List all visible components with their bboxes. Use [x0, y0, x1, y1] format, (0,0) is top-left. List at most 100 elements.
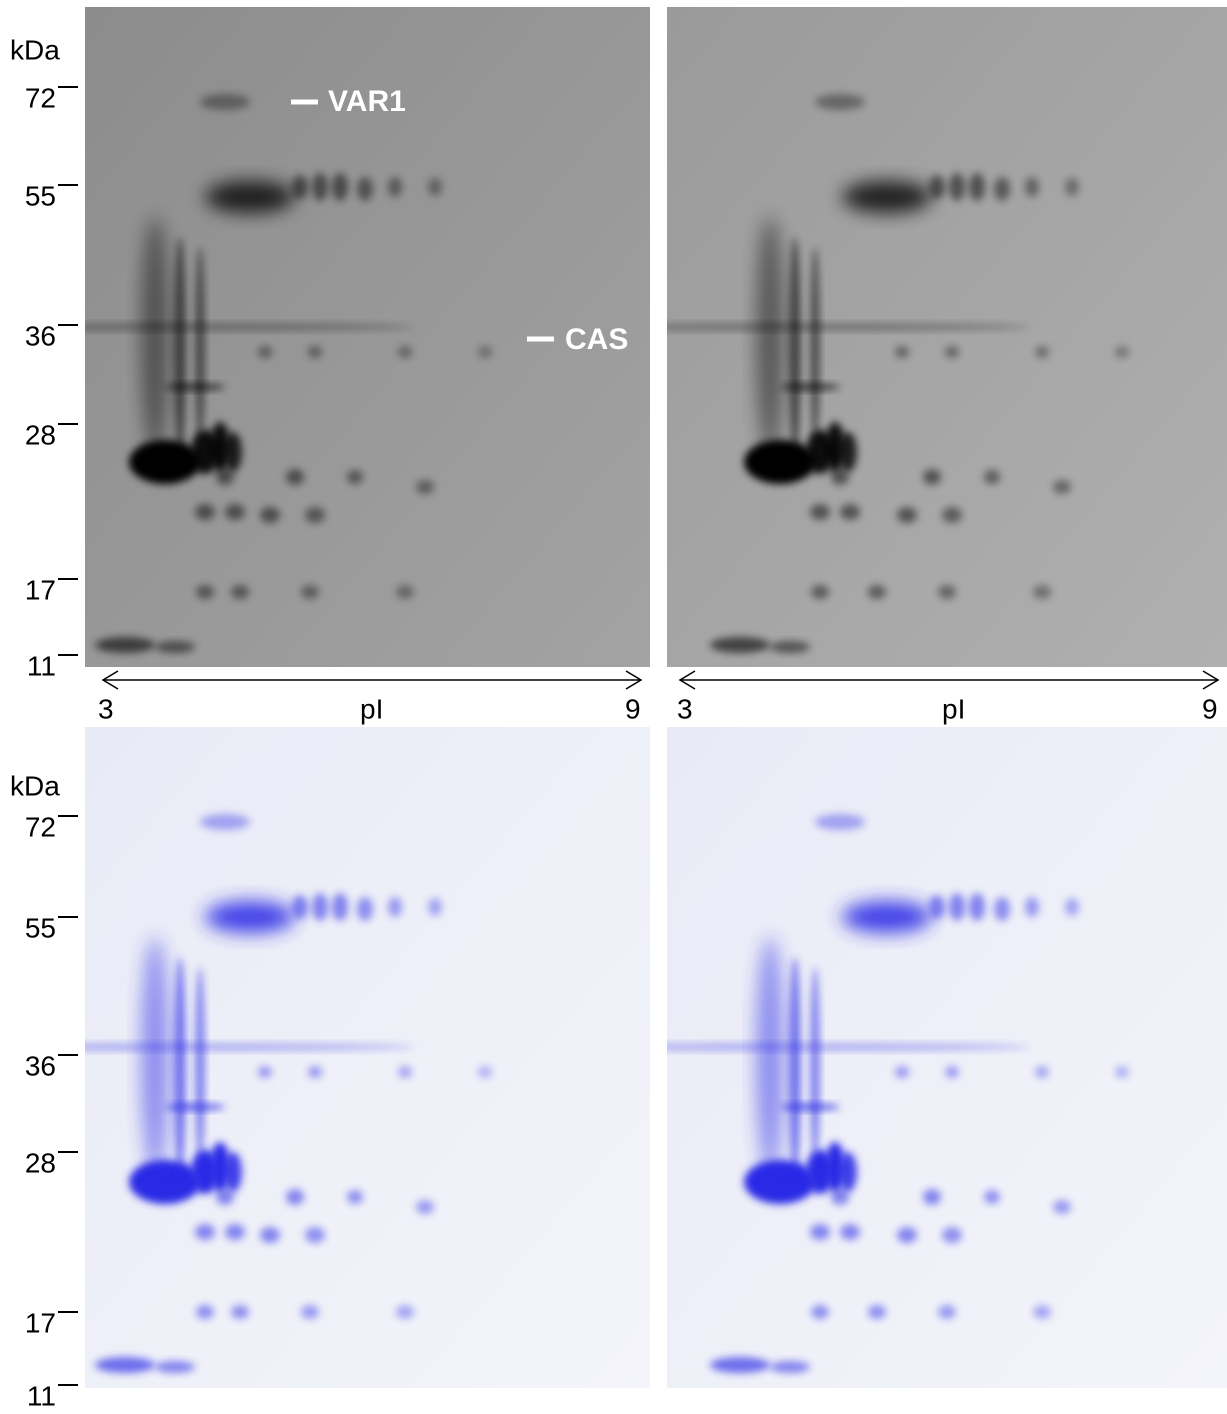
gel-spot — [897, 507, 917, 523]
gel-spot — [428, 898, 442, 916]
gel-spot — [1115, 346, 1129, 358]
gel-spot — [744, 440, 816, 484]
gel-spot — [396, 1305, 414, 1319]
gel-bottom-right — [667, 727, 1227, 1388]
annotation: VAR1 — [328, 85, 406, 118]
gel-spot — [398, 1066, 412, 1078]
gel-spot — [1115, 1066, 1129, 1078]
gel-spot — [357, 177, 373, 201]
gel-spot — [756, 217, 784, 457]
gel-spot — [770, 1361, 810, 1373]
gel-spot — [357, 897, 373, 921]
gel-spot — [332, 893, 348, 921]
gel-spot — [196, 585, 214, 599]
gel-spot — [770, 641, 810, 653]
gel-spot — [301, 1305, 319, 1319]
gel-spot — [258, 346, 272, 358]
gel-spot — [258, 1066, 272, 1078]
gel-spot — [815, 814, 865, 830]
gel-spot — [923, 1189, 941, 1205]
gel-spot — [1065, 898, 1079, 916]
gel-spot — [305, 507, 325, 523]
gel-spot — [969, 173, 985, 201]
gel-spot — [195, 247, 205, 447]
gel-spot — [811, 585, 829, 599]
gel-spot — [396, 585, 414, 599]
gel-spot — [810, 967, 820, 1167]
gel-spot — [895, 346, 909, 358]
marker-label: 17 — [25, 574, 56, 605]
gel-spot — [929, 175, 945, 199]
gel-spot — [984, 1190, 1000, 1204]
gel-spot — [938, 1305, 956, 1319]
gel-spot — [810, 504, 830, 520]
gel-spot — [308, 346, 322, 358]
gel-spot-group — [85, 94, 492, 653]
marker-label: 17 — [25, 1307, 56, 1338]
gel-spot — [984, 470, 1000, 484]
pi-arrow — [101, 670, 1220, 690]
pi-max: 9 — [625, 693, 641, 724]
kda-label: kDa — [10, 770, 60, 801]
gel-spot — [216, 1189, 234, 1205]
gel-spot — [744, 1160, 816, 1204]
gel-spot — [1053, 1200, 1071, 1214]
gel-spot — [1033, 1305, 1051, 1319]
gel-spot — [225, 504, 245, 520]
marker-label: 55 — [25, 912, 56, 943]
gel-spot — [897, 1227, 917, 1243]
gel-spot — [155, 641, 195, 653]
gel-spot — [416, 1200, 434, 1214]
gel-spot — [286, 1189, 304, 1205]
gel-spot — [155, 1361, 195, 1373]
gel-spot — [312, 173, 328, 201]
gel-spot — [478, 1066, 492, 1078]
gel-spot — [710, 1357, 770, 1373]
gel-spot — [231, 585, 249, 599]
gel-spot — [1065, 178, 1079, 196]
gel-spot — [929, 895, 945, 919]
pi-min: 3 — [677, 693, 693, 724]
gel-bottom-left — [85, 727, 650, 1388]
gel-spot — [780, 383, 840, 391]
pi-label: pI — [360, 693, 383, 724]
gel-spot — [195, 1224, 215, 1240]
gel-spot — [942, 507, 962, 523]
gel-top-right — [667, 7, 1227, 667]
gel-spot — [225, 1224, 245, 1240]
gel-spot — [292, 895, 308, 919]
pi-min: 3 — [98, 693, 114, 724]
gel-spot — [1035, 346, 1049, 358]
gel-spot — [811, 1305, 829, 1319]
gel-spot — [949, 893, 965, 921]
gel-spot — [216, 469, 234, 485]
gel-spot — [789, 237, 801, 457]
gel-spot — [945, 346, 959, 358]
gel-spot — [1035, 1066, 1049, 1078]
gel-spot — [780, 1103, 840, 1111]
gel-spot — [938, 585, 956, 599]
gel-spot — [994, 897, 1010, 921]
gel-spot — [129, 440, 201, 484]
gel-spot — [810, 247, 820, 447]
gel-spot — [923, 469, 941, 485]
gel-spot — [868, 585, 886, 599]
gel-spot — [1033, 585, 1051, 599]
marker-label: 72 — [25, 811, 56, 842]
gel-spot — [839, 432, 857, 472]
kda-label: kDa — [10, 34, 60, 65]
gel-spot — [260, 507, 280, 523]
gel-spot-group — [667, 814, 1129, 1373]
gel-spot — [200, 94, 250, 110]
gel-spot — [292, 175, 308, 199]
gel-spot — [839, 1152, 857, 1192]
gel-spot — [868, 1305, 886, 1319]
gel-spot — [332, 173, 348, 201]
gel-spot — [129, 1160, 201, 1204]
gel-spot — [347, 1190, 363, 1204]
marker-label: 11 — [27, 1380, 56, 1411]
gel-spot — [205, 901, 295, 933]
gel-spot — [224, 1152, 242, 1192]
pi-max: 9 — [1202, 693, 1218, 724]
annotation: CAS — [565, 323, 628, 356]
